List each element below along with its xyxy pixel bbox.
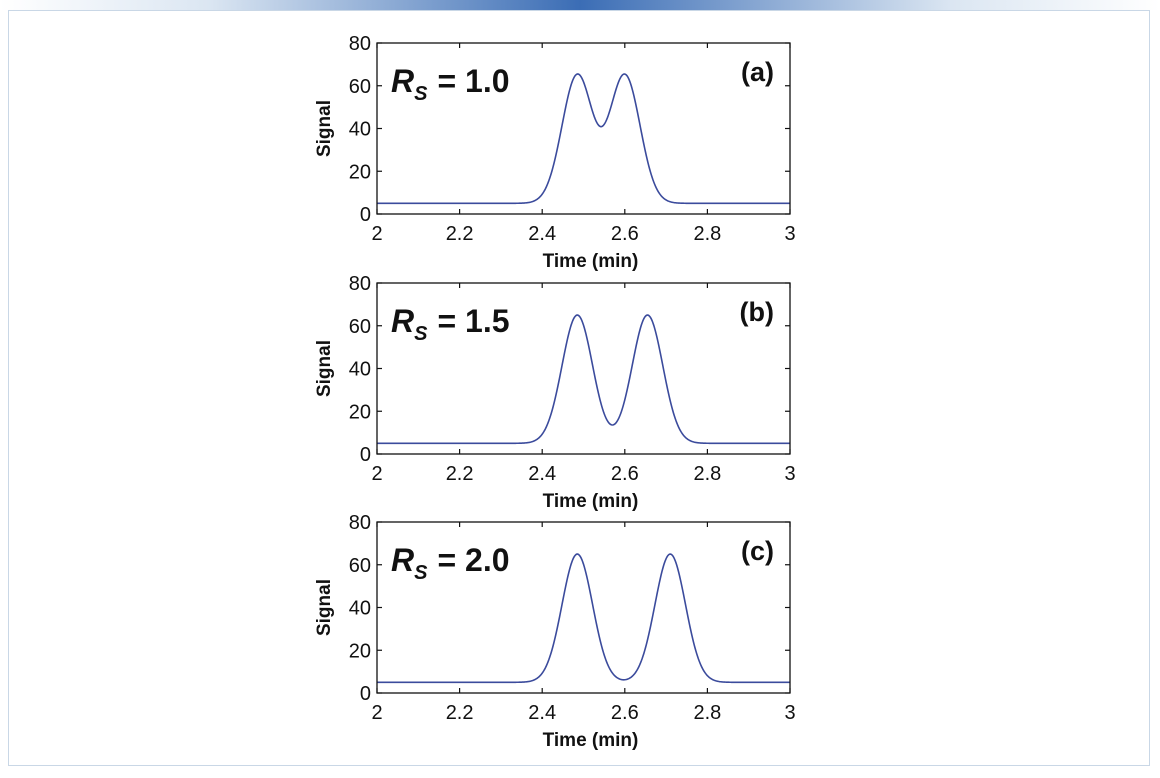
y-tick-label: 20 (349, 161, 371, 183)
x-tick-label: 2 (371, 223, 382, 245)
panel-label: (a) (741, 57, 774, 87)
y-tick-label: 40 (349, 598, 371, 620)
y-tick-label: 80 (349, 512, 371, 534)
panel-label: (b) (740, 297, 774, 327)
panel-label: (c) (741, 536, 774, 566)
resolution-subscript: S (414, 323, 428, 345)
y-tick-label: 80 (349, 273, 371, 295)
resolution-annotation: RS = 1.5 (391, 303, 510, 345)
y-tick-label: 60 (349, 76, 371, 98)
resolution-subscript: S (414, 83, 428, 105)
x-tick-label: 2.4 (528, 463, 556, 485)
chart-panel-3: 2 2.2 2.4 2.6 2.8 3 0 20 40 60 80 Time (min) Signal R… (314, 512, 796, 751)
y-tick-label: 20 (349, 640, 371, 662)
y-tick-label: 0 (360, 444, 371, 466)
chart-panel-1: 2 2.2 2.4 2.6 2.8 3 0 20 40 60 80 Time (min) Signal R… (314, 33, 796, 272)
x-tick-label: 2.2 (446, 702, 474, 724)
x-tick-label: 3 (784, 463, 795, 485)
y-axis-label: Signal (314, 340, 335, 397)
y-tick-label: 0 (360, 683, 371, 705)
signal-series-line (377, 314, 790, 445)
x-tick-label: 2.8 (693, 702, 721, 724)
y-tick-label: 0 (360, 204, 371, 226)
x-tick-label: 2.6 (611, 223, 639, 245)
x-tick-label: 2.2 (446, 223, 474, 245)
x-tick-label: 2.2 (446, 463, 474, 485)
top-accent-bar (0, 0, 1160, 10)
signal-series-line (377, 73, 790, 205)
y-tick-label: 40 (349, 359, 371, 381)
x-tick-label: 2.8 (693, 463, 721, 485)
x-axis-label: Time (min) (543, 491, 639, 512)
x-tick-label: 2 (371, 463, 382, 485)
resolution-annotation: RS = 2.0 (391, 542, 510, 584)
x-tick-label: 2 (371, 702, 382, 724)
y-tick-label: 60 (349, 555, 371, 577)
x-axis-label: Time (min) (543, 730, 639, 751)
figure-frame (8, 10, 1150, 766)
resolution-value: = 1.0 (437, 63, 509, 99)
x-tick-label: 3 (784, 702, 795, 724)
y-axis-label: Signal (314, 100, 335, 157)
y-tick-label: 60 (349, 316, 371, 338)
x-tick-label: 2.4 (528, 702, 556, 724)
chart-panel-2: 2 2.2 2.4 2.6 2.8 3 0 20 40 60 80 Time (min) Signal R… (314, 273, 796, 512)
resolution-symbol: R (391, 63, 414, 99)
resolution-annotation: RS = 1.0 (391, 63, 510, 105)
x-tick-label: 2.6 (611, 702, 639, 724)
x-axis-label: Time (min) (543, 251, 639, 272)
x-tick-label: 2.6 (611, 463, 639, 485)
resolution-subscript: S (414, 562, 428, 584)
x-tick-label: 2.8 (693, 223, 721, 245)
y-tick-label: 20 (349, 401, 371, 423)
resolution-value: = 2.0 (437, 542, 509, 578)
x-tick-label: 2.4 (528, 223, 556, 245)
y-axis-label: Signal (314, 579, 335, 636)
x-tick-label: 3 (784, 223, 795, 245)
y-tick-label: 40 (349, 119, 371, 141)
resolution-value: = 1.5 (437, 303, 509, 339)
resolution-symbol: R (391, 303, 414, 339)
signal-series-line (377, 553, 790, 684)
y-tick-label: 80 (349, 33, 371, 55)
resolution-symbol: R (391, 542, 414, 578)
